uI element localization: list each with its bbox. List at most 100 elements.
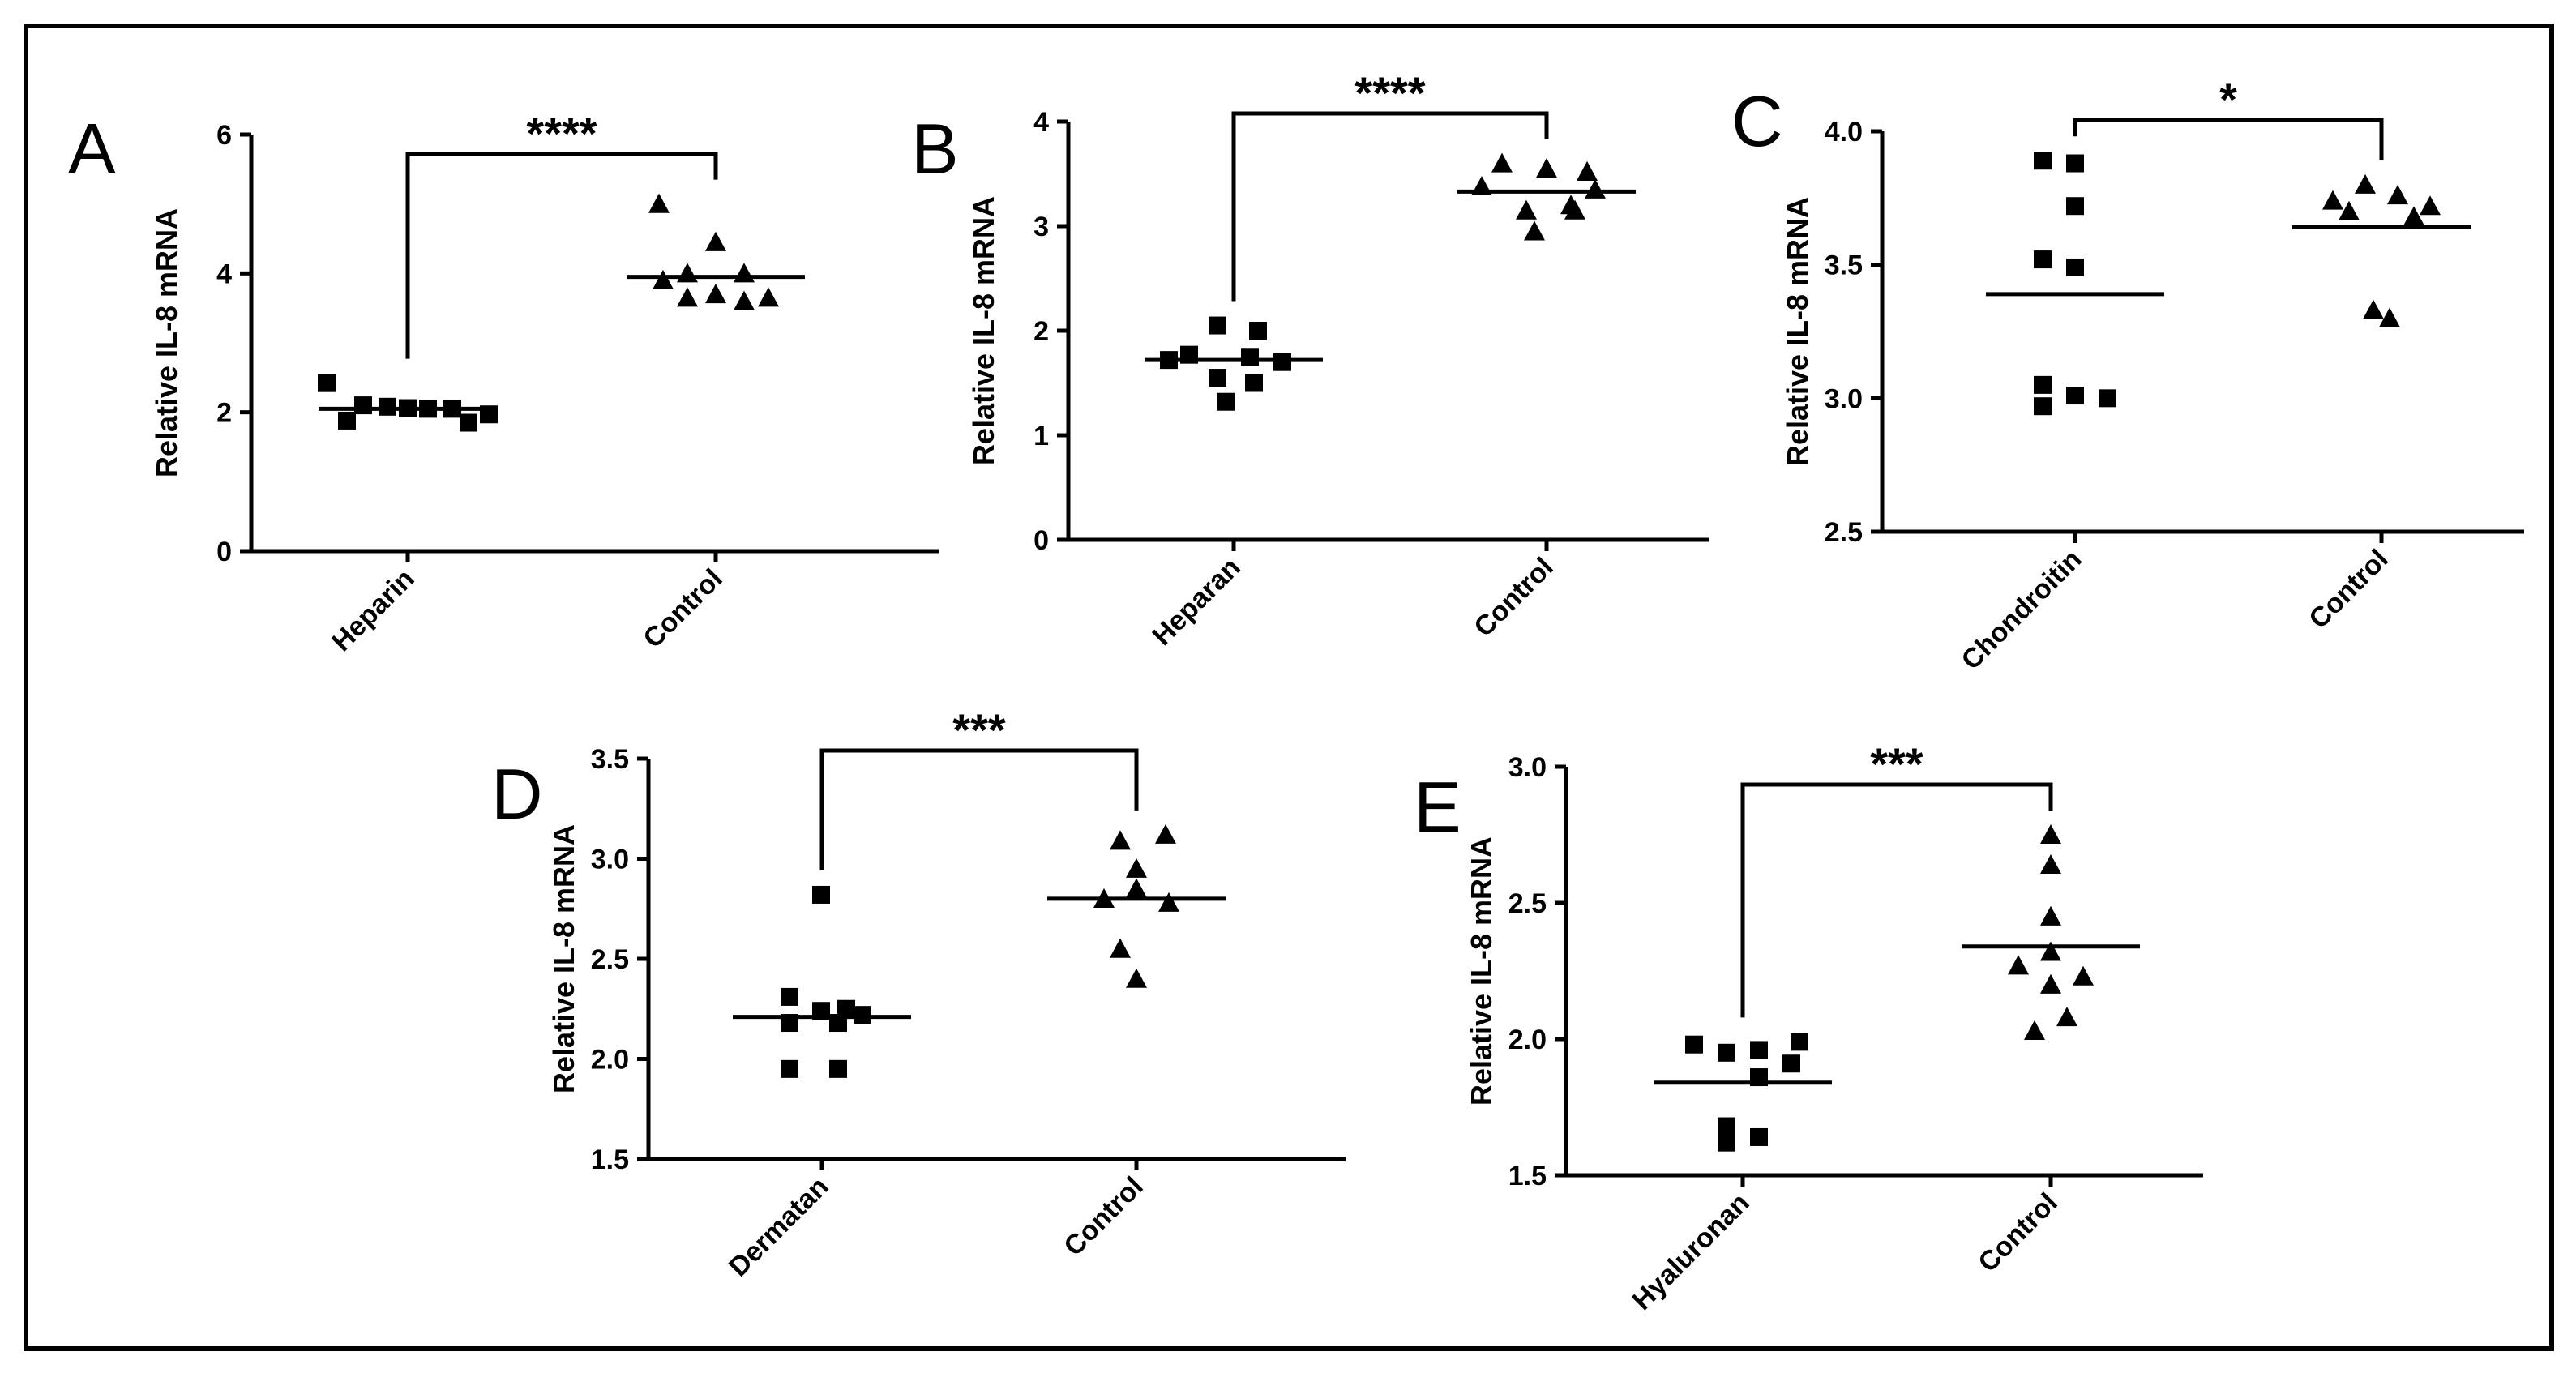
panel-a-point xyxy=(734,290,755,310)
panel-a-point xyxy=(677,287,698,307)
panel-b-y-label: Relative IL-8 mRNA xyxy=(967,196,1000,465)
panel-d-point xyxy=(1110,830,1131,850)
panel-c-point xyxy=(2034,152,2052,170)
panel-d-significance-label: *** xyxy=(952,704,1006,755)
panel-e-point xyxy=(1718,1117,1735,1136)
panel-a-point xyxy=(338,411,356,430)
panel-b-ytick-label: 2 xyxy=(1033,316,1049,347)
panel-e-point xyxy=(1791,1033,1808,1051)
panel-c-point xyxy=(2099,389,2116,408)
panel-b-point xyxy=(1249,322,1267,340)
panel-a-ytick-label: 0 xyxy=(216,537,232,567)
panel-e-point xyxy=(2024,1020,2045,1040)
panel-a-point xyxy=(648,193,670,213)
panel-c-point xyxy=(2379,307,2400,327)
panel-c-point xyxy=(2066,258,2084,276)
panel-c-point xyxy=(2066,387,2084,405)
panel-e-point xyxy=(2056,1007,2077,1027)
panel-d-point xyxy=(781,1059,798,1078)
panel-c-point xyxy=(2034,375,2052,394)
panel-d-ytick-label: 2.5 xyxy=(591,944,629,975)
panel-e-letter: E xyxy=(1414,767,1461,847)
panel-c-point xyxy=(2322,190,2343,210)
panel-b-point xyxy=(1491,152,1513,173)
panel-d-point xyxy=(837,999,855,1018)
panel-b-significance-label: **** xyxy=(1354,67,1425,118)
panel-d-point xyxy=(1110,938,1131,958)
panel-c-significance-bracket xyxy=(2073,118,2384,160)
panel-b-point xyxy=(1577,160,1598,181)
panel-c-ytick-label: 3.0 xyxy=(1825,383,1863,414)
panel-e-point xyxy=(2040,941,2061,961)
panel-b-point xyxy=(1536,158,1557,178)
panel-d-point xyxy=(812,885,830,904)
panel-b-letter: B xyxy=(911,109,959,189)
panel-b-point xyxy=(1524,220,1545,241)
panel-a-point xyxy=(354,396,372,415)
panel-e-point xyxy=(1750,1127,1768,1146)
panel-d-ytick-label: 2.0 xyxy=(591,1045,629,1076)
panel-d-point xyxy=(1126,968,1147,988)
panel-b-point xyxy=(1273,353,1291,371)
panel-e-y-label: Relative IL-8 mRNA xyxy=(1465,836,1498,1106)
panel-a-letter: A xyxy=(68,109,116,189)
panel-c-point xyxy=(2066,154,2084,173)
panel-e-point xyxy=(2008,955,2029,975)
panel-a-point xyxy=(758,287,779,307)
panel-c-ytick-label: 4.0 xyxy=(1825,117,1863,148)
panel-e-point xyxy=(1782,1054,1800,1073)
panel-c-point xyxy=(2034,250,2052,269)
panel-c-significance-label: * xyxy=(2219,74,2237,125)
panel-e-point xyxy=(2040,905,2061,926)
panel-e-point xyxy=(1750,1041,1768,1059)
panel-e-ytick-label: 2.0 xyxy=(1508,1024,1547,1055)
panel-d-significance-bracket xyxy=(819,748,1139,870)
panel-e-point xyxy=(2040,824,2061,845)
panel-a-y-label: Relative IL-8 mRNA xyxy=(150,208,183,477)
panel-e-point xyxy=(2073,965,2094,986)
panel-a-point xyxy=(705,284,726,304)
panel-e-point xyxy=(1718,1043,1735,1062)
panel-d-y-label: Relative IL-8 mRNA xyxy=(547,824,580,1093)
panel-d-point xyxy=(1158,892,1179,912)
panel-b-point xyxy=(1241,348,1259,366)
panel-d-point xyxy=(781,987,798,1006)
panel-a-point xyxy=(653,269,674,289)
panel-a-point xyxy=(705,231,726,251)
panel-e-ytick-label: 2.5 xyxy=(1508,888,1547,919)
panel-d-point xyxy=(1126,878,1147,898)
panel-b-ytick-label: 0 xyxy=(1033,525,1049,556)
panel-c-point xyxy=(2363,299,2384,319)
panel-a-significance-label: **** xyxy=(526,108,597,159)
panel-e-point xyxy=(2040,973,2061,994)
panel-a-point xyxy=(379,397,396,416)
panel-b-ytick-label: 4 xyxy=(1033,107,1049,138)
panel-b-point xyxy=(1516,199,1537,220)
panel-d-point xyxy=(829,1059,847,1078)
panel-a-ytick-label: 4 xyxy=(216,259,232,289)
panel-d-ytick-label: 3.0 xyxy=(591,845,629,875)
panel-b-ytick-label: 1 xyxy=(1033,421,1049,451)
panel-a-point xyxy=(318,374,336,392)
panel-b-significance-bracket xyxy=(1231,111,1549,302)
panel-d-ytick-label: 3.5 xyxy=(591,744,629,775)
panel-c-point xyxy=(2339,200,2360,220)
panel-e-ytick-label: 3.0 xyxy=(1508,752,1547,783)
panel-d-ytick-label: 1.5 xyxy=(591,1144,629,1175)
panel-b-point xyxy=(1245,374,1263,392)
panel-c-letter: C xyxy=(1731,81,1783,161)
figure-frame xyxy=(24,24,2554,1351)
panel-b-point xyxy=(1209,369,1226,387)
panel-c-y-label: Relative IL-8 mRNA xyxy=(1781,197,1814,466)
panel-c-point xyxy=(2403,206,2424,226)
panel-c-point xyxy=(2034,397,2052,416)
panel-c-point xyxy=(2066,197,2084,216)
panel-e-point xyxy=(1685,1035,1703,1054)
panel-a-ytick-label: 2 xyxy=(216,398,232,429)
panel-b-point xyxy=(1217,392,1235,411)
panel-c-ytick-label: 3.5 xyxy=(1825,250,1863,281)
panel-e-significance-bracket xyxy=(1740,782,2053,1018)
panel-b-ytick-label: 3 xyxy=(1033,212,1049,242)
panel-e-significance-label: *** xyxy=(1870,738,1923,789)
